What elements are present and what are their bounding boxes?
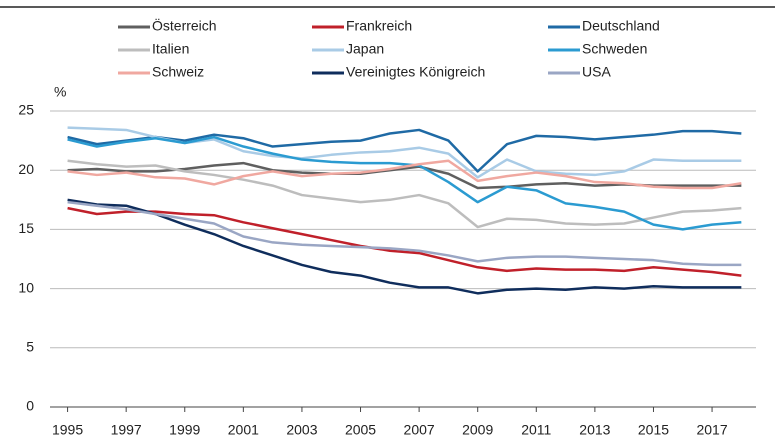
legend-label: Japan (346, 41, 384, 57)
x-tick-label: 2015 (638, 422, 669, 438)
y-tick-label: 10 (18, 279, 34, 295)
x-tick-label: 1997 (111, 422, 142, 438)
y-tick-label: 25 (18, 102, 34, 118)
y-tick-label: 5 (26, 339, 34, 355)
y-tick-label: 0 (26, 398, 34, 414)
x-tick-label: 2003 (286, 422, 317, 438)
legend-label: Schweden (582, 41, 647, 57)
series-line (67, 206, 742, 277)
y-tick-label: 20 (18, 161, 34, 177)
legend-label: Deutschland (582, 18, 660, 34)
legend-label: USA (582, 64, 611, 80)
x-tick-label: 1999 (169, 422, 200, 438)
y-axis-label: % (54, 84, 66, 100)
x-tick-label: 2007 (404, 422, 435, 438)
series-line (67, 159, 742, 229)
legend-label: Frankreich (346, 18, 412, 34)
series-line (67, 159, 742, 190)
x-tick-label: 1995 (52, 422, 83, 438)
series-line (67, 128, 742, 173)
x-tick-label: 2009 (462, 422, 493, 438)
legend-label: Österreich (152, 17, 217, 34)
series-line (67, 135, 742, 231)
y-tick-label: 15 (18, 220, 34, 236)
x-tick-label: 2005 (345, 422, 376, 438)
series-line (67, 200, 742, 267)
x-tick-label: 2011 (521, 422, 551, 438)
x-tick-label: 2017 (696, 422, 727, 438)
legend-label: Italien (152, 41, 189, 57)
series-line (67, 198, 742, 295)
x-tick-label: 2001 (228, 422, 259, 438)
legend-label: Vereinigtes Königreich (346, 64, 485, 80)
x-tick-label: 2013 (579, 422, 610, 438)
legend-label: Schweiz (152, 64, 204, 80)
